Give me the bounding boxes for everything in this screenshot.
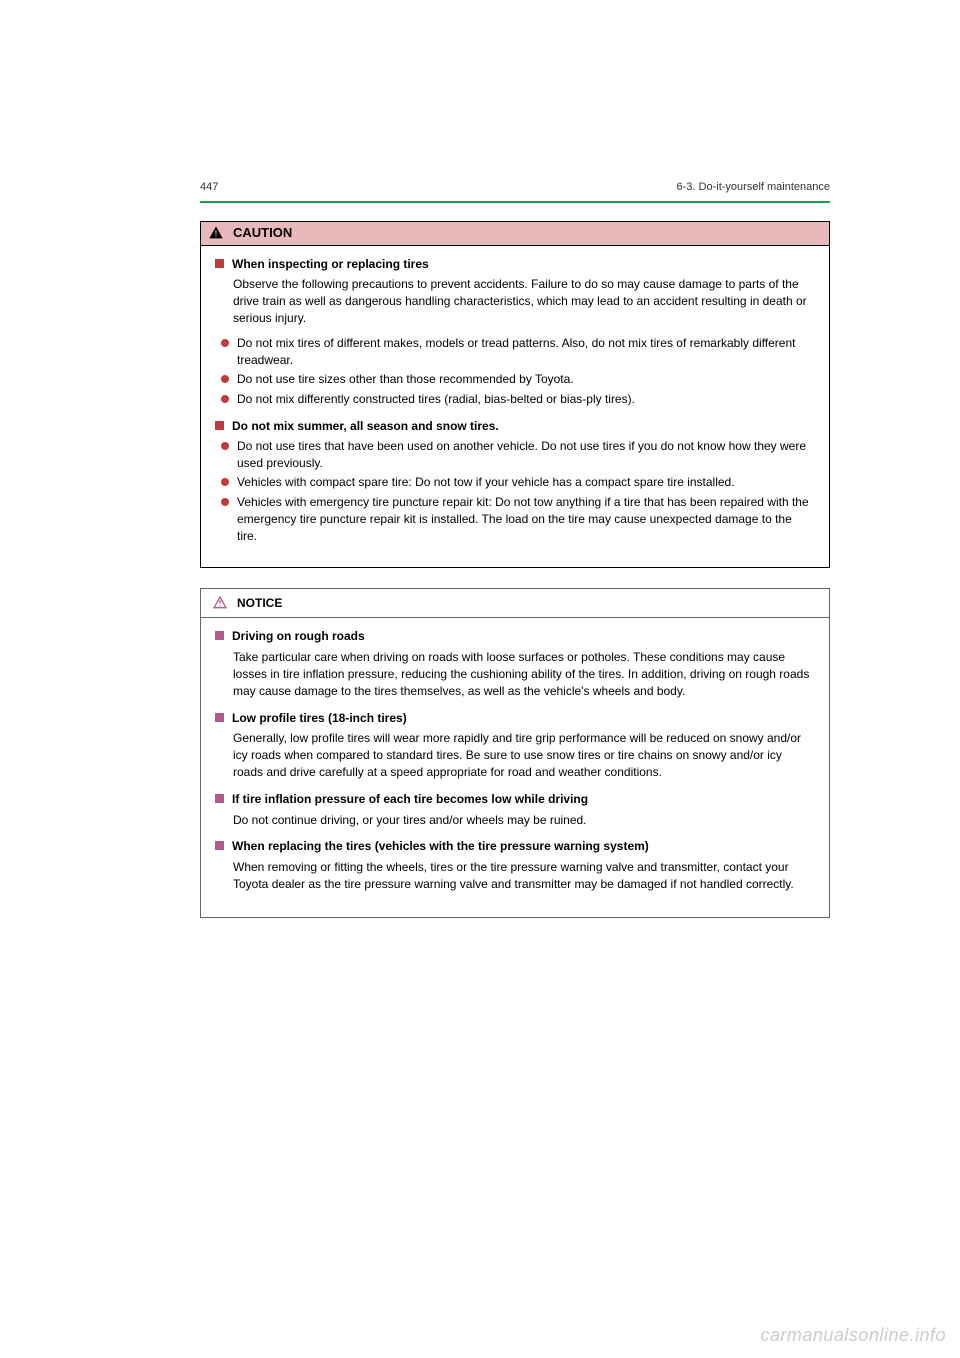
svg-text:!: !: [215, 230, 218, 239]
list-item: Vehicles with compact spare tire: Do not…: [221, 474, 815, 491]
bullet-text: Do not mix tires of different makes, mod…: [237, 335, 815, 369]
caution-topic: When inspecting or replacing tires Obser…: [215, 256, 815, 408]
watermark: carmanualsonline.info: [760, 1323, 946, 1348]
page-header: 447 6-3. Do-it-yourself maintenance: [200, 180, 830, 195]
notice-label: NOTICE: [237, 595, 282, 612]
caution-bar: ! CAUTION: [201, 222, 829, 245]
notice-item-text: Do not continue driving, or your tires a…: [233, 812, 815, 829]
caution-topic: Do not mix summer, all season and snow t…: [215, 418, 815, 545]
list-item: Do not mix tires of different makes, mod…: [221, 335, 815, 369]
notice-item: Low profile tires (18-inch tires) Genera…: [215, 710, 815, 781]
caution-box: ! CAUTION When inspecting or replacing t…: [200, 221, 830, 567]
warning-triangle-outline-icon: [211, 595, 229, 611]
caution-intro: Observe the following precautions to pre…: [233, 276, 815, 326]
list-item: Do not mix differently constructed tires…: [221, 391, 815, 408]
bullet-text: Vehicles with compact spare tire: Do not…: [237, 474, 815, 491]
notice-item-title: When replacing the tires (vehicles with …: [232, 838, 649, 855]
section-label: 6-3. Do-it-yourself maintenance: [677, 180, 830, 195]
round-bullet-icon: [221, 498, 229, 506]
notice-body: Driving on rough roads Take particular c…: [201, 618, 829, 916]
bullet-text: Do not use tire sizes other than those r…: [237, 371, 815, 388]
square-bullet-icon: [215, 713, 224, 722]
square-bullet-icon: [215, 631, 224, 640]
notice-item: If tire inflation pressure of each tire …: [215, 791, 815, 829]
bullet-text: Do not mix differently constructed tires…: [237, 391, 815, 408]
warning-triangle-icon: !: [207, 225, 225, 241]
round-bullet-icon: [221, 478, 229, 486]
round-bullet-icon: [221, 395, 229, 403]
caution-topic-title: Do not mix summer, all season and snow t…: [232, 418, 499, 435]
notice-item: When replacing the tires (vehicles with …: [215, 838, 815, 892]
square-bullet-icon: [215, 794, 224, 803]
square-bullet-icon: [215, 841, 224, 850]
caution-topic-title: When inspecting or replacing tires: [232, 256, 429, 273]
list-item: Vehicles with emergency tire puncture re…: [221, 494, 815, 544]
bullet-text: Vehicles with emergency tire puncture re…: [237, 494, 815, 544]
caution-body: When inspecting or replacing tires Obser…: [201, 246, 829, 567]
notice-item-text: Generally, low profile tires will wear m…: [233, 730, 815, 780]
header-rule: [200, 201, 830, 203]
list-item: Do not use tire sizes other than those r…: [221, 371, 815, 388]
page-number: 447: [200, 180, 218, 195]
notice-item-title: Driving on rough roads: [232, 628, 365, 645]
notice-header: NOTICE: [201, 589, 829, 619]
bullet-text: Do not use tires that have been used on …: [237, 438, 815, 472]
round-bullet-icon: [221, 375, 229, 383]
list-item: Do not use tires that have been used on …: [221, 438, 815, 472]
round-bullet-icon: [221, 442, 229, 450]
square-bullet-icon: [215, 259, 224, 268]
notice-item: Driving on rough roads Take particular c…: [215, 628, 815, 699]
caution-label: CAUTION: [233, 224, 292, 242]
round-bullet-icon: [221, 339, 229, 347]
notice-item-text: When removing or fitting the wheels, tir…: [233, 859, 815, 893]
notice-item-title: Low profile tires (18-inch tires): [232, 710, 407, 727]
notice-item-title: If tire inflation pressure of each tire …: [232, 791, 588, 808]
notice-item-text: Take particular care when driving on roa…: [233, 649, 815, 699]
notice-box: NOTICE Driving on rough roads Take parti…: [200, 588, 830, 918]
square-bullet-icon: [215, 421, 224, 430]
